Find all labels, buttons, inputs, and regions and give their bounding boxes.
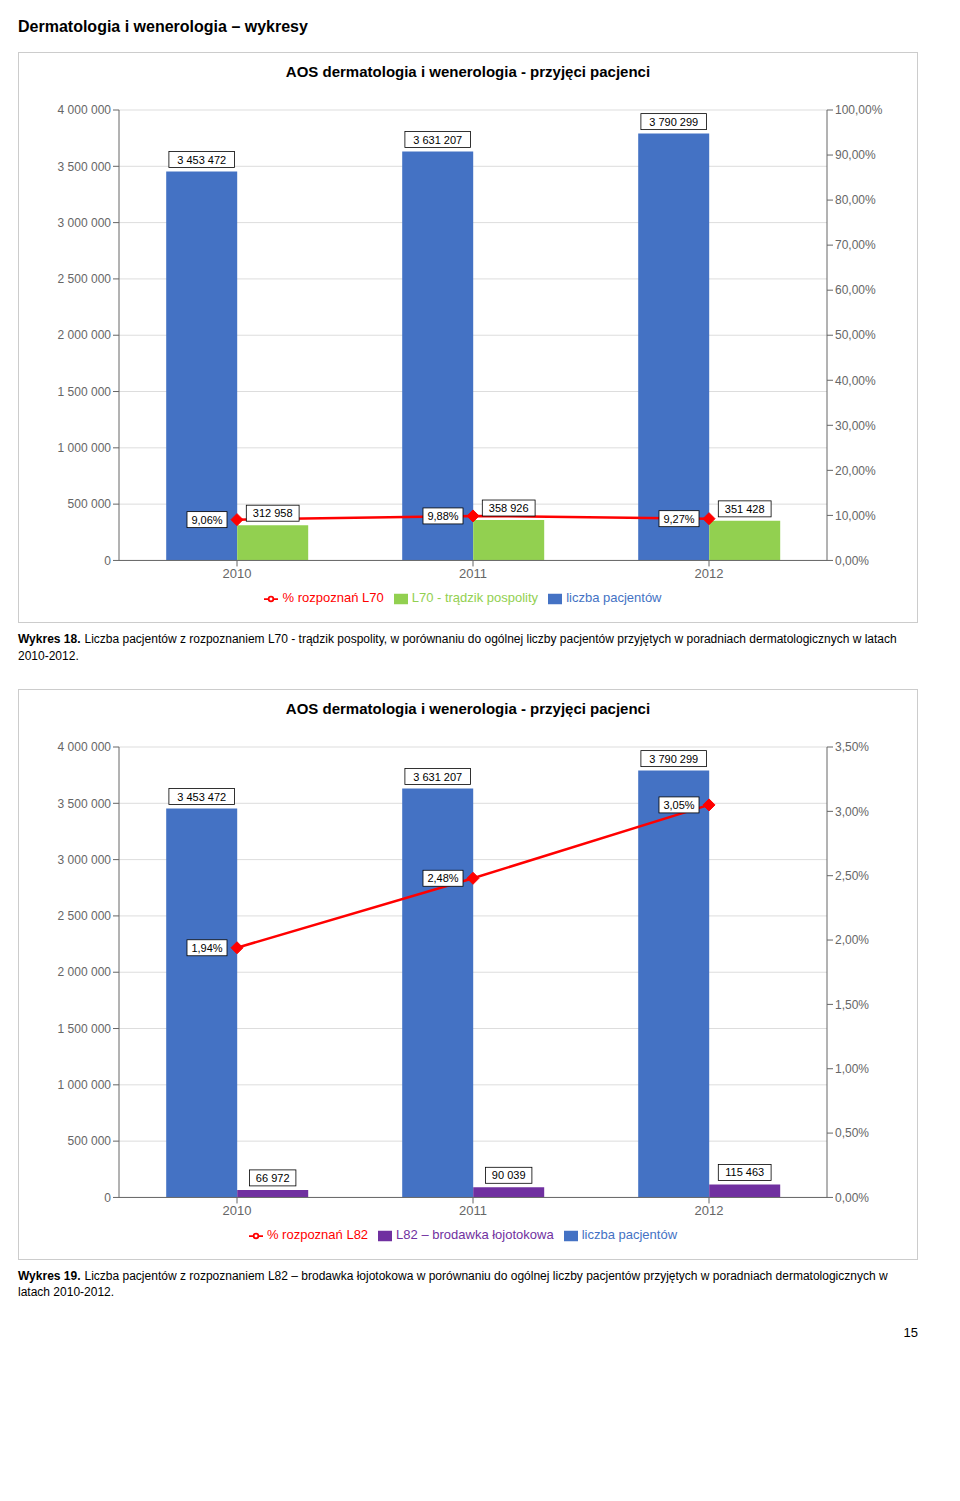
svg-text:100,00%: 100,00% xyxy=(835,103,883,117)
svg-text:0: 0 xyxy=(104,1190,111,1204)
svg-text:80,00%: 80,00% xyxy=(835,193,876,207)
html-text:% rozpoznań L70: % rozpoznań L70 xyxy=(282,590,384,606)
html-text:liczba pacjentów: liczba pacjentów xyxy=(566,590,662,606)
svg-text:2,00%: 2,00% xyxy=(835,933,869,947)
html-text:liczba pacjentów: liczba pacjentów xyxy=(581,1227,678,1242)
svg-text:2,50%: 2,50% xyxy=(835,869,869,883)
svg-text:1 500 000: 1 500 000 xyxy=(58,1021,112,1035)
svg-text:2 000 000: 2 000 000 xyxy=(58,965,112,979)
svg-text:0: 0 xyxy=(104,554,111,568)
svg-text:3 500 000: 3 500 000 xyxy=(58,796,112,810)
svg-text:3 790 299: 3 790 299 xyxy=(649,116,698,128)
svg-text:90 039: 90 039 xyxy=(492,1169,526,1181)
svg-text:2012: 2012 xyxy=(695,566,724,581)
svg-text:3 000 000: 3 000 000 xyxy=(58,216,112,230)
svg-text:1,00%: 1,00% xyxy=(835,1062,869,1076)
svg-text:3 453 472: 3 453 472 xyxy=(177,790,226,802)
svg-text:3 000 000: 3 000 000 xyxy=(58,852,112,866)
svg-text:115 463: 115 463 xyxy=(725,1166,764,1178)
svg-text:2010: 2010 xyxy=(223,1202,252,1217)
svg-text:3,05%: 3,05% xyxy=(663,799,694,811)
svg-text:30,00%: 30,00% xyxy=(835,419,876,433)
svg-text:2 500 000: 2 500 000 xyxy=(58,272,112,286)
html-text:Dermatologia i wenerologia – w: Dermatologia i wenerologia – wykresy xyxy=(18,18,308,35)
svg-text:90,00%: 90,00% xyxy=(835,148,876,162)
svg-text:2012: 2012 xyxy=(695,1202,724,1217)
html-text:15: 15 xyxy=(903,1325,918,1341)
svg-text:10,00%: 10,00% xyxy=(835,509,876,523)
svg-text:2010: 2010 xyxy=(223,566,252,581)
svg-text:312 958: 312 958 xyxy=(253,507,293,519)
svg-text:3 500 000: 3 500 000 xyxy=(58,160,112,174)
svg-text:1,50%: 1,50% xyxy=(835,997,869,1011)
svg-text:9,27%: 9,27% xyxy=(663,513,694,525)
svg-text:1 500 000: 1 500 000 xyxy=(58,385,112,399)
svg-text:4 000 000: 4 000 000 xyxy=(58,740,112,754)
html-text:Wykres 18. Liczba pacjentów z: Wykres 18. Liczba pacjentów z rozpoznani… xyxy=(18,632,897,663)
svg-text:0,00%: 0,00% xyxy=(835,554,869,568)
svg-text:2011: 2011 xyxy=(459,1202,487,1217)
svg-text:500 000: 500 000 xyxy=(68,497,112,511)
svg-text:40,00%: 40,00% xyxy=(835,374,876,388)
svg-text:60,00%: 60,00% xyxy=(835,283,876,297)
svg-text:2 500 000: 2 500 000 xyxy=(58,909,112,923)
html-text:AOS dermatologia i wenerologia: AOS dermatologia i wenerologia - przyjęc… xyxy=(285,63,651,80)
svg-text:3 631 207: 3 631 207 xyxy=(413,134,462,146)
svg-text:66 972: 66 972 xyxy=(256,1171,290,1183)
html-text:L70 - trądzik pospolity: L70 - trądzik pospolity xyxy=(411,590,539,606)
svg-text:3,50%: 3,50% xyxy=(835,740,869,754)
html-text:AOS dermatologia i wenerologia: AOS dermatologia i wenerologia - przyjęc… xyxy=(285,699,651,717)
svg-text:3 631 207: 3 631 207 xyxy=(413,770,462,782)
html-text:% rozpoznań L82: % rozpoznań L82 xyxy=(266,1227,369,1242)
svg-text:3 453 472: 3 453 472 xyxy=(177,154,226,166)
svg-text:351 428: 351 428 xyxy=(725,503,765,515)
svg-text:1 000 000: 1 000 000 xyxy=(58,441,112,455)
html-text:L82 – brodawka łojotokowa: L82 – brodawka łojotokowa xyxy=(396,1227,554,1242)
svg-text:2011: 2011 xyxy=(459,566,487,581)
svg-text:2,48%: 2,48% xyxy=(427,872,458,884)
svg-text:3,00%: 3,00% xyxy=(835,804,869,818)
svg-text:9,88%: 9,88% xyxy=(427,510,458,522)
svg-text:0,00%: 0,00% xyxy=(835,1190,869,1204)
svg-text:70,00%: 70,00% xyxy=(835,238,876,252)
svg-text:1,94%: 1,94% xyxy=(191,941,222,953)
svg-text:50,00%: 50,00% xyxy=(835,328,876,342)
svg-text:2 000 000: 2 000 000 xyxy=(58,328,112,342)
svg-text:358 926: 358 926 xyxy=(489,502,529,514)
svg-text:500 000: 500 000 xyxy=(68,1134,112,1148)
svg-text:0,50%: 0,50% xyxy=(835,1126,869,1140)
svg-text:20,00%: 20,00% xyxy=(835,464,876,478)
html-text:Wykres 19. Liczba pacjentów z: Wykres 19. Liczba pacjentów z rozpoznani… xyxy=(18,1268,888,1300)
svg-text:3 790 299: 3 790 299 xyxy=(649,752,698,764)
svg-text:4 000 000: 4 000 000 xyxy=(58,103,112,117)
svg-text:9,06%: 9,06% xyxy=(191,514,222,526)
svg-text:1 000 000: 1 000 000 xyxy=(58,1078,112,1092)
